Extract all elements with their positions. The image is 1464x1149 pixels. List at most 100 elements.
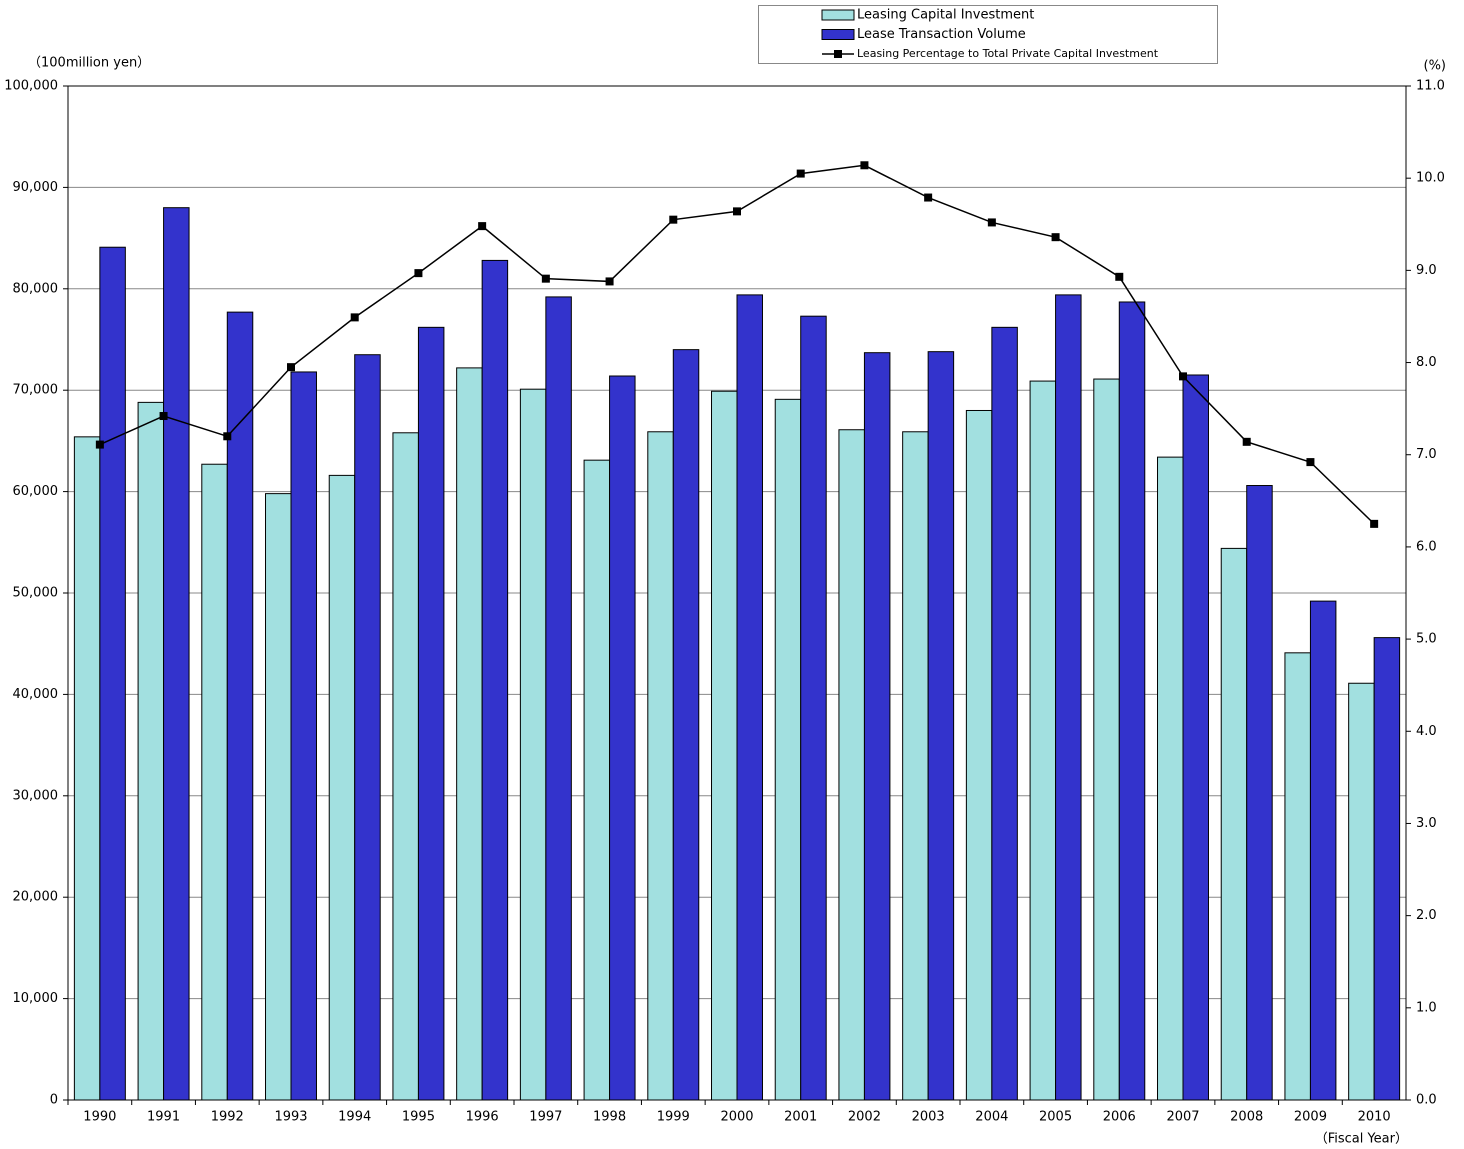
line-marker xyxy=(1306,458,1315,467)
bar xyxy=(991,326,1018,1101)
x-tick-label: 1994 xyxy=(338,1110,371,1125)
y-tick-label: 40,000 xyxy=(13,687,59,702)
line-marker xyxy=(287,363,295,372)
line-marker xyxy=(1242,437,1251,446)
legend-label: Lease Transaction Volume xyxy=(857,27,1026,42)
bar xyxy=(137,401,165,1101)
bar xyxy=(774,398,802,1101)
bar xyxy=(1029,380,1057,1101)
y2-tick-label: 11.0 xyxy=(1416,79,1445,94)
x-tick-label: 2004 xyxy=(975,1110,1008,1125)
bar xyxy=(1118,301,1146,1101)
line-marker xyxy=(350,313,359,322)
line-marker xyxy=(669,215,678,224)
bar xyxy=(1157,456,1184,1101)
legend-swatch xyxy=(821,29,855,40)
bar xyxy=(711,390,738,1101)
bar xyxy=(1348,682,1375,1101)
y-axis-label: （100million yen） xyxy=(28,56,150,71)
bar xyxy=(672,349,700,1101)
y-tick-label: 10,000 xyxy=(13,991,59,1006)
y-tick-label: 100,000 xyxy=(4,79,58,94)
bar xyxy=(265,493,292,1101)
y2-tick-label: 0.0 xyxy=(1416,1093,1437,1108)
x-tick-label: 2007 xyxy=(1166,1110,1199,1125)
x-tick-label: 2001 xyxy=(784,1110,817,1125)
x-tick-label: 1992 xyxy=(211,1110,244,1125)
x-tick-label: 1993 xyxy=(274,1110,307,1125)
bar xyxy=(99,246,126,1101)
line-marker xyxy=(733,207,741,216)
bar xyxy=(73,436,101,1101)
line-marker xyxy=(1051,233,1060,242)
y2-tick-label: 7.0 xyxy=(1416,447,1437,462)
legend-label: Leasing Percentage to Total Private Capi… xyxy=(857,47,1159,60)
y2-tick-label: 3.0 xyxy=(1416,816,1437,831)
line-marker xyxy=(478,222,487,231)
bar xyxy=(863,352,891,1101)
y2-tick-label: 10.0 xyxy=(1416,171,1445,186)
bar xyxy=(456,367,483,1101)
x-axis-label: （Fiscal Year） xyxy=(1315,1132,1408,1147)
bar xyxy=(392,432,419,1101)
x-tick-label: 2003 xyxy=(912,1110,945,1125)
x-tick-label: 1998 xyxy=(593,1110,626,1125)
line-marker xyxy=(1370,519,1379,528)
line-marker xyxy=(541,274,550,283)
y2-tick-label: 1.0 xyxy=(1416,1000,1437,1015)
y2-tick-label: 4.0 xyxy=(1416,724,1437,739)
bar xyxy=(1093,378,1120,1101)
y2-tick-label: 9.0 xyxy=(1416,263,1437,278)
bar xyxy=(290,371,317,1101)
bar xyxy=(1373,637,1401,1101)
bar xyxy=(1284,652,1311,1101)
x-tick-label: 1996 xyxy=(466,1110,499,1125)
y-tick-label: 90,000 xyxy=(13,180,59,195)
line-marker xyxy=(414,269,423,278)
legend-label: Leasing Capital Investment xyxy=(857,8,1034,23)
line-marker xyxy=(159,412,168,421)
bar xyxy=(902,431,929,1101)
line-marker xyxy=(1179,372,1187,381)
y-tick-label: 70,000 xyxy=(13,383,59,398)
legend-marker xyxy=(834,50,842,58)
x-tick-label: 2008 xyxy=(1230,1110,1263,1125)
bar xyxy=(417,326,445,1101)
bar xyxy=(583,459,611,1101)
bar xyxy=(1220,547,1248,1101)
bar xyxy=(927,351,955,1101)
plot-frame xyxy=(67,85,1407,1101)
bar xyxy=(354,354,381,1101)
line-marker xyxy=(987,218,996,227)
y-tick-label: 60,000 xyxy=(13,484,59,499)
x-tick-label: 2005 xyxy=(1039,1110,1072,1125)
bar xyxy=(838,429,865,1101)
line-marker xyxy=(924,193,933,202)
y2-tick-label: 6.0 xyxy=(1416,539,1437,554)
line-marker xyxy=(860,161,869,170)
line-marker xyxy=(95,440,104,449)
y-tick-label: 30,000 xyxy=(13,788,59,803)
x-tick-label: 2010 xyxy=(1358,1110,1391,1125)
bar xyxy=(1182,374,1209,1101)
bar xyxy=(1055,294,1082,1101)
y2-tick-label: 2.0 xyxy=(1416,908,1437,923)
y-tick-label: 80,000 xyxy=(13,281,59,296)
bar xyxy=(519,388,547,1101)
bar xyxy=(163,207,190,1101)
line-marker xyxy=(796,169,805,178)
bar xyxy=(1246,485,1273,1101)
bar xyxy=(736,294,763,1101)
legend-swatch xyxy=(821,9,855,21)
x-tick-label: 2000 xyxy=(720,1110,753,1125)
bar xyxy=(226,311,254,1101)
bar xyxy=(800,315,827,1101)
bar xyxy=(647,431,674,1101)
x-tick-label: 2009 xyxy=(1294,1110,1327,1125)
y2-tick-label: 8.0 xyxy=(1416,355,1437,370)
x-tick-label: 1995 xyxy=(402,1110,435,1125)
bar xyxy=(965,409,993,1101)
bar xyxy=(481,259,509,1101)
